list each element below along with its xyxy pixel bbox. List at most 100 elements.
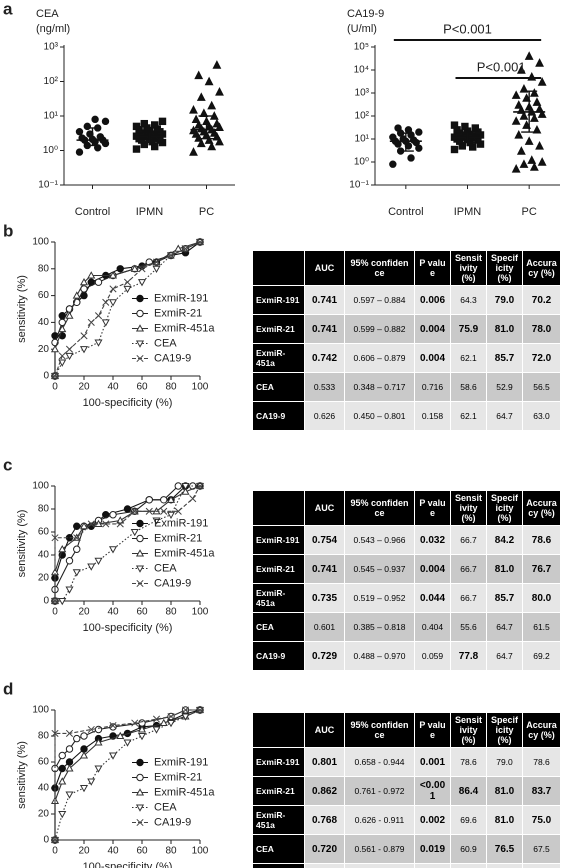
table-cell: 0.450 – 0.801	[344, 401, 415, 431]
x-tick-label: 80	[165, 382, 177, 393]
data-point	[407, 154, 415, 162]
y-axis-label: sensitivity (%)	[16, 275, 28, 343]
legend-label: ExmiR-21	[154, 307, 202, 319]
table-row: CA19-9 0.729 0.488 – 0.970 0.059 77.8 64.7 69.…	[252, 641, 561, 671]
roc-point	[79, 751, 89, 759]
legend-label: ExmiR-451a	[154, 547, 215, 559]
data-point	[527, 72, 537, 81]
roc-point	[87, 563, 96, 571]
data-point	[461, 122, 469, 131]
roc-point	[94, 339, 103, 347]
y-tick-label: 80	[38, 263, 50, 274]
x-tick-label: 40	[107, 382, 119, 393]
y-tick-label: 40	[38, 783, 50, 794]
row-label: ExmiR-21	[252, 554, 305, 584]
roc-point	[137, 732, 147, 741]
table-cell: 0.385 – 0.818	[344, 612, 415, 642]
y-tick-label: 80	[38, 731, 50, 742]
data-point	[91, 115, 99, 124]
x-tick-label: Control	[75, 206, 110, 218]
data-point	[389, 160, 397, 168]
table-cell: 60.9	[450, 834, 487, 864]
y-tick-label: 20	[38, 573, 50, 584]
roc-point	[131, 719, 139, 727]
table-cell: 0.720	[304, 834, 345, 864]
data-point	[535, 58, 544, 67]
row-label: ExmiR-191	[252, 747, 305, 777]
roc-point	[58, 352, 66, 360]
data-point	[194, 70, 204, 80]
data-point	[471, 124, 480, 132]
y-tick-label: 80	[38, 504, 50, 515]
table-cell: 0.004	[414, 554, 451, 584]
row-label: CEA	[252, 372, 305, 402]
table-cell: 0.862	[304, 776, 345, 806]
data-point	[519, 111, 529, 120]
data-point	[522, 120, 531, 129]
data-point	[189, 105, 198, 114]
legend-label: ExmiR-191	[154, 517, 208, 529]
row-label: ExmiR-21	[252, 776, 305, 806]
roc-point	[94, 738, 103, 746]
table-cell: 0.658 - 0.944	[344, 747, 415, 777]
data-point	[529, 113, 539, 122]
table-cell: 67.5	[522, 834, 561, 864]
legend-label: ExmiR-191	[154, 292, 208, 304]
row-label: ExmiR-451a	[252, 343, 305, 373]
data-point	[215, 136, 224, 146]
significance-label: P<0.001	[477, 59, 526, 74]
data-point	[514, 100, 524, 109]
column-header: Sensitivity (%)	[450, 490, 487, 526]
data-point	[415, 128, 423, 136]
column-header: Accuracy (%)	[522, 712, 561, 748]
roc-point	[152, 726, 161, 734]
roc-point	[174, 482, 182, 490]
roc-point	[137, 725, 147, 733]
roc-point	[145, 507, 153, 515]
y-axis-label: sensitivity (%)	[16, 510, 28, 578]
table-cell: 0.006	[414, 285, 451, 315]
roc-point	[101, 319, 110, 327]
table-cell: <0.001	[414, 776, 451, 806]
data-point	[389, 133, 397, 141]
legend-label: ExmiR-451a	[154, 786, 215, 798]
data-point	[516, 65, 526, 74]
column-header: P value	[414, 712, 451, 748]
x-axis-label: 100-specificity (%)	[83, 397, 173, 409]
roc-point	[102, 520, 110, 528]
legend-label: ExmiR-191	[154, 756, 208, 768]
legend-marker	[136, 294, 144, 303]
panel-label: c	[3, 455, 12, 474]
table-row: ExmiR-191 0.741 0.597 – 0.884 0.006 64.3 79.0…	[252, 285, 561, 315]
table-cell: 0.741	[304, 314, 345, 344]
legend-label: CA19-9	[154, 352, 191, 364]
roc-curve	[54, 485, 201, 601]
roc-point	[58, 751, 66, 760]
data-point	[196, 138, 206, 148]
y-tick-label: 10²	[44, 76, 59, 87]
roc-point	[152, 715, 161, 723]
roc-point	[123, 505, 132, 513]
table-row: CA19-90.8930.781 - 1.004<0.00182.610090.…	[252, 863, 561, 868]
roc-point	[65, 758, 74, 766]
table-cell: 0.741	[304, 554, 345, 584]
table-row: ExmiR-21 0.862 0.761 - 0.972 <0.001 86.4 81.0…	[252, 776, 561, 806]
roc-point	[181, 245, 190, 253]
roc-point	[138, 719, 146, 727]
legend-label: ExmiR-21	[154, 532, 202, 544]
roc-point	[181, 482, 190, 491]
table-cell: <0.001	[414, 863, 451, 868]
roc-point	[72, 291, 81, 299]
roc-point	[51, 836, 59, 844]
legend-marker	[135, 804, 145, 812]
table-cell: 76.7	[522, 554, 561, 584]
data-point	[529, 162, 539, 171]
row-label: ExmiR-451a	[252, 805, 305, 835]
table-cell: 55.6	[450, 612, 487, 642]
legend-marker	[136, 579, 144, 588]
stats-table: AUC 95% confidence P value Sensitivity (%) S…	[252, 250, 561, 431]
data-point	[207, 141, 217, 151]
roc-point	[108, 299, 118, 307]
y-tick-label: 20	[38, 809, 50, 820]
roc-point	[65, 557, 74, 565]
